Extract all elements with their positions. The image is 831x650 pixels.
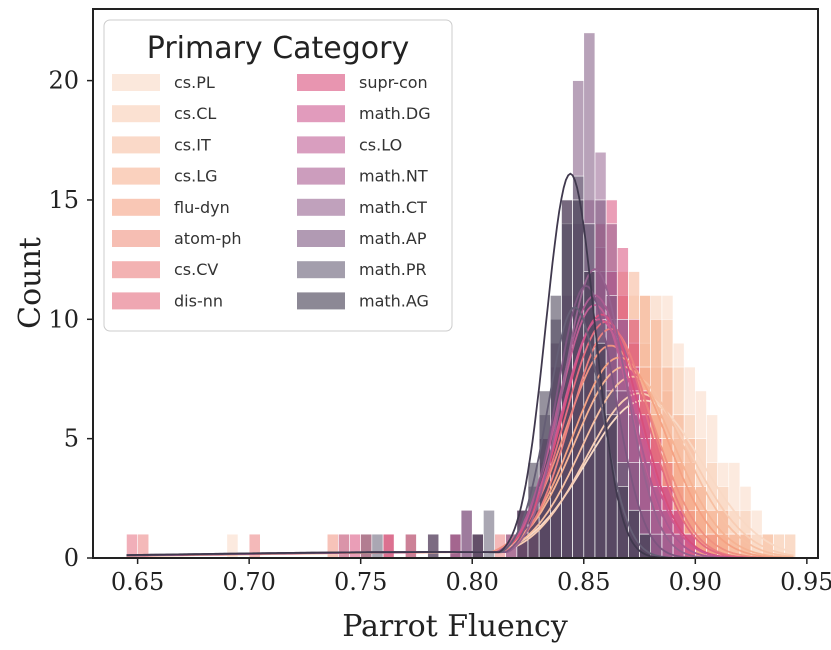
legend-swatch (112, 167, 160, 185)
legend-label: cs.CV (174, 260, 218, 279)
legend-item-math.AP: math.AP (297, 229, 427, 248)
y-tick-label: 20 (48, 67, 79, 95)
legend-title: Primary Category (147, 31, 410, 66)
bar-math.NT (405, 533, 417, 559)
bar-math.AG (616, 486, 629, 559)
legend-label: math.CT (359, 198, 427, 217)
legend-frame (103, 19, 453, 332)
bar-math.PR (371, 533, 384, 559)
legend-swatch (112, 198, 160, 216)
x-tick-label: 0.65 (111, 568, 164, 596)
legend-label: math.NT (359, 167, 428, 186)
bar-cs.LO (338, 533, 350, 559)
legend-swatch (297, 261, 345, 279)
y-axis-title: Count (13, 237, 48, 329)
legend-swatch (297, 230, 345, 247)
bar-math.AG (427, 533, 440, 559)
legend-swatch (297, 105, 345, 123)
bar-atom-ph (326, 533, 339, 559)
legend-item-dis-nn: dis-nn (112, 291, 223, 310)
y-tick-label: 10 (48, 305, 79, 333)
legend-item-cs.PL: cs.PL (112, 73, 215, 92)
legend-label: math.DG (359, 104, 431, 123)
legend-label: atom-ph (174, 229, 242, 248)
legend-label: supr-con (359, 73, 428, 92)
legend-swatch (297, 198, 345, 216)
legend-swatch (112, 292, 160, 310)
y-tick-label: 0 (64, 544, 79, 572)
legend-swatch (112, 105, 160, 123)
legend-item-math.DG: math.DG (297, 104, 431, 123)
bar-math.AG (628, 509, 640, 559)
bar-math.AG (471, 533, 484, 559)
bar-supr-con (349, 533, 361, 559)
legend-item-cs.IT: cs.IT (112, 135, 211, 154)
bar-math.AP (460, 509, 473, 559)
legend-item-math.PR: math.PR (297, 260, 427, 279)
legend-label: math.AG (359, 291, 429, 310)
legend-label: cs.PL (174, 73, 215, 92)
legend-swatch (297, 136, 345, 154)
legend-item-cs.LG: cs.LG (112, 167, 218, 186)
legend-swatch (112, 230, 160, 247)
legend-swatch (297, 167, 345, 185)
legend-swatch (112, 136, 160, 154)
bar-math.AP (360, 533, 373, 559)
bar-math.DG (382, 533, 395, 559)
legend-item-math.AG: math.AG (297, 291, 429, 310)
legend-label: dis-nn (174, 291, 223, 310)
legend-item-cs.CV: cs.CV (112, 260, 218, 279)
legend-label: flu-dyn (174, 198, 230, 217)
legend-label: cs.CL (174, 104, 216, 123)
x-tick-label: 0.95 (780, 568, 831, 596)
plot-frame (92, 8, 819, 559)
y-tick-label: 5 (64, 425, 79, 453)
legend-label: cs.LG (174, 167, 218, 186)
legend-item-cs.LO: cs.LO (297, 135, 402, 154)
x-tick-label: 0.70 (222, 568, 275, 596)
legend-item-math.CT: math.CT (297, 198, 427, 217)
x-tick-label: 0.90 (669, 568, 722, 596)
legend-item-flu-dyn: flu-dyn (112, 198, 230, 217)
legend-swatch (297, 292, 345, 310)
legend-label: math.AP (359, 229, 427, 248)
legend-items: cs.PL cs.CL cs.IT cs.LG flu-dyn atom-ph cs.CV d… (112, 73, 431, 310)
legend-item-cs.CL: cs.CL (112, 104, 216, 123)
x-axis-title: Parrot Fluency (342, 609, 568, 644)
legend-swatch (112, 74, 160, 91)
x-axis-ticks: 0.65 0.70 0.75 0.80 0.85 0.90 0.95 (111, 558, 831, 596)
y-tick-label: 15 (48, 186, 79, 214)
legend-item-atom-ph: atom-ph (112, 229, 242, 248)
legend-item-math.NT: math.NT (297, 167, 428, 186)
y-axis-ticks: 0 5 10 15 20 (48, 67, 93, 572)
legend-label: cs.LO (359, 135, 402, 154)
bar-math.AP (449, 533, 462, 559)
legend-label: cs.IT (174, 135, 211, 154)
legend: Primary Category cs.PL cs.CL cs.IT cs.LG flu… (103, 19, 453, 332)
x-tick-label: 0.85 (557, 568, 610, 596)
legend-swatch (112, 261, 160, 279)
legend-item-supr-con: supr-con (297, 73, 428, 92)
x-tick-label: 0.80 (446, 568, 499, 596)
x-tick-label: 0.75 (334, 568, 387, 596)
legend-label: math.PR (359, 260, 427, 279)
legend-swatch (297, 74, 345, 91)
